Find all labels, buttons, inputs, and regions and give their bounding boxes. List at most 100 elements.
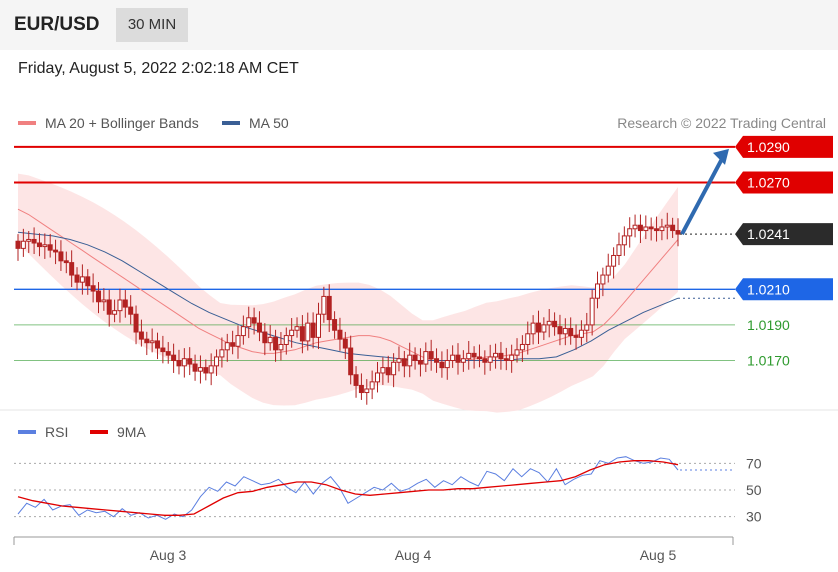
candle [149,328,155,353]
candle-body [171,354,177,362]
candle [578,320,584,346]
timeframe-badge[interactable]: 30 MIN [116,8,188,42]
candle-body [58,251,64,262]
candle-body [562,327,568,335]
candle-body [471,352,477,358]
candle [58,240,64,271]
candle-body [444,360,450,369]
candle-body [396,358,402,363]
candle [230,330,236,355]
candle [670,217,676,238]
candle [568,317,574,345]
candle [256,311,262,342]
candle-body [525,333,531,345]
candle [664,212,670,240]
candle-body [69,262,75,276]
candle-body [648,226,654,230]
candle-body [53,249,59,253]
projection-arrow-shaft [680,155,725,236]
candle-body [36,242,42,248]
rsi-tick-70: 70 [746,455,762,471]
candle [417,348,423,377]
candle-body [455,354,461,363]
rsi-ma-label: 9MA [117,424,146,440]
candle [47,233,53,258]
level-tag-1-0210: 1.0210 [735,278,833,301]
candle-body [20,240,26,249]
candle [519,335,525,363]
candle-body [434,358,440,363]
rsi-swatch [18,430,36,434]
projection-arrow-head [713,148,729,165]
candle-body [251,317,257,324]
candle [535,310,541,344]
candle-body [224,342,230,351]
candle [90,273,96,303]
candle-body [675,230,681,235]
candle-body [439,361,445,369]
candle [562,318,568,346]
candle-body [600,274,606,285]
ma20-swatch [18,121,36,125]
candle-body [391,361,397,376]
legend-ma20: MA 20 + Bollinger Bands [18,115,199,131]
candle-body [326,295,332,321]
candle-body [214,356,220,367]
rsi-tick-50: 50 [746,482,762,498]
rsi-ma-swatch [90,430,108,434]
candle-body [482,358,488,363]
candle [235,325,241,359]
x-tick-aug-5: Aug 5 [640,547,677,563]
candle [214,349,220,376]
candle [133,305,139,345]
level-tag-bg [735,171,833,194]
candle [63,251,69,274]
x-tick-aug-3: Aug 3 [150,547,187,563]
candle-body [342,338,348,349]
candle [106,289,112,327]
candle-body [385,367,391,376]
candle [310,312,316,349]
candle [112,299,118,323]
candle [219,337,225,368]
candle-body [412,354,418,362]
candle [267,325,273,351]
candle [289,318,295,348]
candle-body [337,329,343,340]
candle-body [541,324,547,333]
candle [332,311,338,339]
candle-body [450,354,456,362]
candle [278,332,284,361]
candle [675,218,681,247]
candle-body [246,317,252,328]
candle-body [122,299,128,308]
candle [369,370,375,400]
candle-body [643,226,649,232]
candle-body [230,342,236,347]
candle-body [605,265,611,276]
candle [203,359,209,381]
candle-body [31,238,37,244]
candle [42,233,48,259]
candle [246,306,252,339]
candle-body [369,381,375,390]
level-tag-1-0290: 1.0290 [735,135,833,158]
level-tag-bg [735,135,833,158]
level-tag-1-0241: 1.0241 [735,223,833,246]
candle-body [176,360,182,367]
candle-body [310,322,316,338]
legend-rsi: RSI [18,424,68,440]
legend-rsi-ma: 9MA [90,424,146,440]
candle-body [380,367,386,374]
candle-body [197,367,203,372]
candle-body [621,235,627,246]
candle [584,312,590,343]
ma50-line [17,231,679,361]
candle-body [595,283,601,299]
candle [192,354,198,381]
candle-body [101,299,107,303]
level-tag-1-0270: 1.0270 [735,171,833,194]
candle-body [578,329,584,338]
candle-body [144,338,150,344]
